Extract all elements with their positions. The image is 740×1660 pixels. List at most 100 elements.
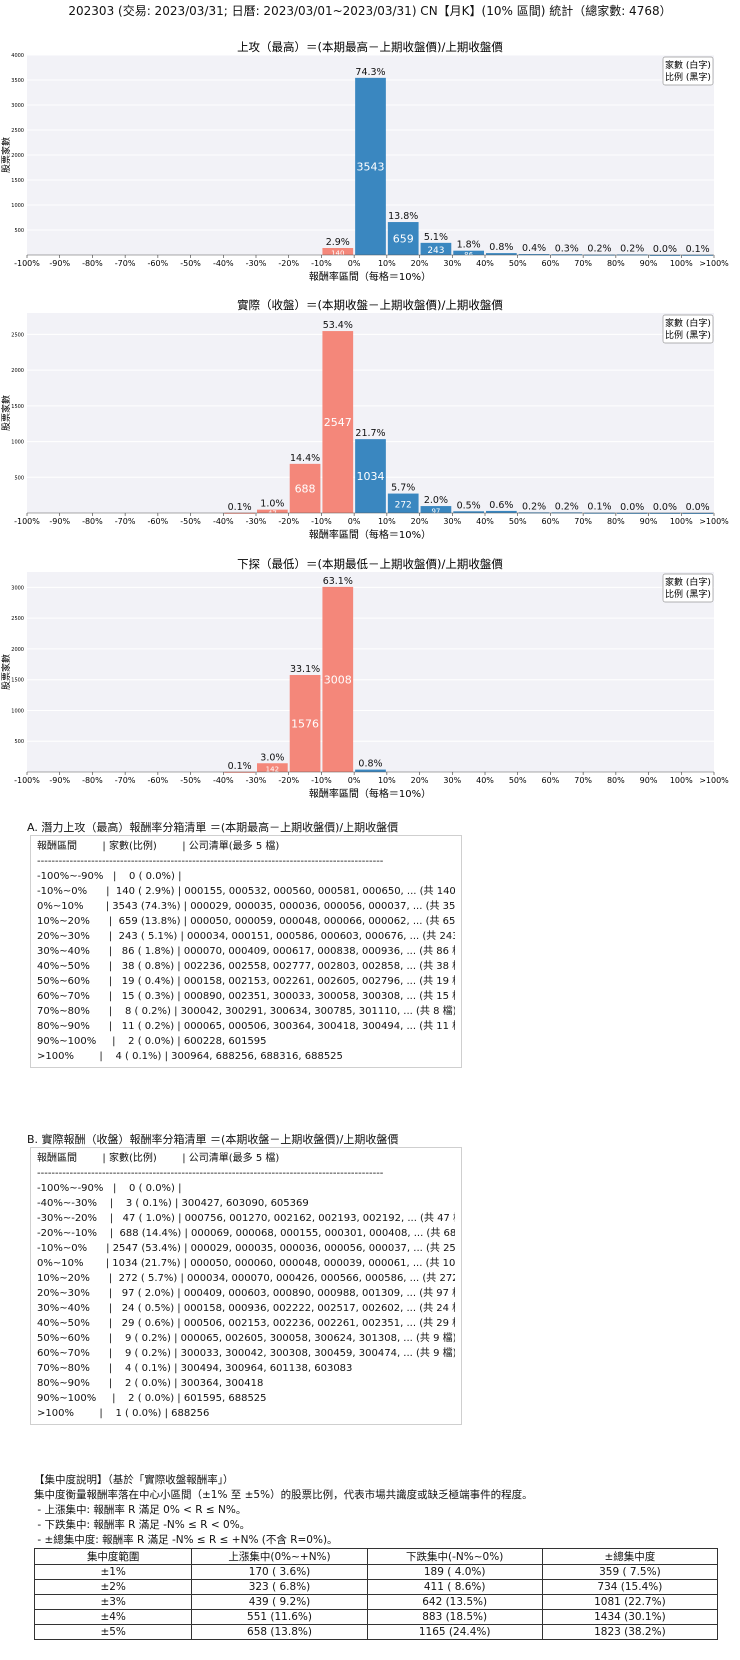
- y-tick-label: 3000: [11, 103, 24, 109]
- list-line: 40%~50% | 38 ( 0.8%) | 002236, 002558, 0…: [37, 961, 455, 972]
- table-cell: 1165 (24.4%): [366, 1624, 543, 1640]
- x-tick-label: -10%: [311, 517, 332, 526]
- table-cell: 734 (15.4%): [541, 1579, 719, 1595]
- bar: [453, 250, 484, 255]
- x-tick-label: -20%: [278, 517, 299, 526]
- bar: [387, 222, 419, 255]
- bar: [257, 509, 288, 513]
- bar-pct-label: 33.1%: [290, 664, 320, 675]
- bar: [649, 512, 681, 514]
- list-line: 報酬區間 | 家數(比例) | 公司清單(最多 5 檔): [37, 841, 280, 852]
- y-tick-label: 1000: [11, 203, 24, 209]
- y-tick-label: 2000: [11, 647, 24, 653]
- bar-count-label: 3008: [324, 673, 352, 686]
- y-tick-label: 1000: [11, 708, 24, 714]
- bar-pct-label: 0.0%: [620, 502, 644, 513]
- x-tick-label: 60%: [542, 517, 560, 526]
- bar-pct-label: 1.8%: [457, 240, 481, 251]
- x-tick-label: 50%: [509, 776, 527, 785]
- x-tick-label: 50%: [509, 259, 527, 268]
- y-tick-label: 1500: [11, 678, 24, 684]
- x-tick-label: 10%: [378, 517, 396, 526]
- x-tick-label: -80%: [82, 776, 103, 785]
- table-cell: ±2%: [33, 1579, 193, 1595]
- bar-count-label: 47: [268, 509, 277, 517]
- bar-count-label: 97: [431, 508, 440, 516]
- y-tick-label: 500: [14, 739, 24, 745]
- bar-count-label: 243: [427, 246, 444, 256]
- bar-pct-label: 0.1%: [686, 244, 710, 255]
- bar: [355, 77, 386, 255]
- bar-pct-label: 63.1%: [323, 576, 353, 587]
- x-tick-label: 30%: [443, 776, 461, 785]
- list-line: 報酬區間 | 家數(比例) | 公司清單(最多 5 檔): [37, 1153, 280, 1164]
- x-tick-label: -90%: [49, 776, 70, 785]
- list-line: 20%~30% | 97 ( 2.0%) | 000409, 000603, 0…: [37, 1288, 455, 1299]
- y-tick-label: 2500: [11, 332, 24, 338]
- list-line: ----------------------------------------…: [37, 856, 384, 867]
- table-row: ±1% 170 ( 3.6%) 189 ( 4.0%) 359 ( 7.5%): [33, 1564, 719, 1580]
- x-tick-label: 20%: [411, 517, 429, 526]
- x-tick-label: -60%: [148, 259, 169, 268]
- x-tick-label: 90%: [640, 517, 658, 526]
- x-tick-label: -30%: [246, 776, 267, 785]
- x-axis-label: 報酬率區間（每格＝10%）: [309, 270, 431, 283]
- list-line: -10%~0% | 140 ( 2.9%) | 000155, 000532, …: [37, 886, 455, 897]
- y-tick-label: 2000: [11, 368, 24, 374]
- x-tick-label: 100%: [670, 517, 693, 526]
- y-tick-label: 500: [14, 228, 24, 234]
- y-axis-label: 股票家數: [0, 395, 12, 431]
- table-cell: 359 ( 7.5%): [541, 1564, 719, 1580]
- x-tick-label: 0%: [348, 259, 361, 268]
- x-tick-label: 80%: [607, 259, 625, 268]
- table-cell: 411 ( 8.6%): [366, 1579, 543, 1595]
- bar-count-label: 272: [395, 500, 412, 510]
- list-line: 30%~40% | 24 ( 0.5%) | 000158, 000936, 0…: [37, 1303, 455, 1314]
- x-tick-label: 70%: [574, 259, 592, 268]
- list-line: 50%~60% | 9 ( 0.2%) | 000065, 002605, 30…: [37, 1333, 455, 1344]
- x-tick-label: 60%: [542, 776, 560, 785]
- list-line: 70%~80% | 8 ( 0.2%) | 300042, 300291, 30…: [37, 1006, 455, 1017]
- x-tick-label: -70%: [115, 776, 136, 785]
- x-tick-label: 100%: [670, 776, 693, 785]
- x-tick-label: -40%: [213, 259, 234, 268]
- list-line: 60%~70% | 15 ( 0.3%) | 000890, 002351, 3…: [37, 991, 455, 1002]
- bar: [616, 512, 648, 514]
- y-tick-label: 1500: [11, 404, 24, 410]
- x-tick-label: >100%: [699, 517, 729, 526]
- x-tick-label: -50%: [180, 517, 201, 526]
- x-tick-label: -20%: [278, 259, 299, 268]
- bar: [257, 763, 288, 772]
- bar-pct-label: 0.2%: [555, 501, 579, 512]
- x-tick-label: 80%: [607, 517, 625, 526]
- list-b-title: B. 實際報酬（收盤）報酬率分箱清單 ＝(本期收盤－上期收盤價)/上期收盤價: [27, 1133, 399, 1146]
- bar-pct-label: 2.0%: [424, 495, 448, 506]
- bar: [453, 511, 484, 513]
- y-tick-label: 2500: [11, 616, 24, 622]
- x-tick-label: -30%: [246, 259, 267, 268]
- x-tick-label: 20%: [411, 259, 429, 268]
- bar-pct-label: 53.4%: [323, 320, 353, 331]
- x-tick-label: -60%: [148, 776, 169, 785]
- bar-count-label: 659: [393, 233, 414, 246]
- bar-pct-label: 1.0%: [260, 499, 284, 510]
- y-tick-label: 3000: [11, 585, 24, 591]
- concentration-heading: 【集中度說明】（基於「實際收盤報酬率」）: [34, 1474, 234, 1486]
- bar: [322, 586, 354, 772]
- x-tick-label: 70%: [574, 517, 592, 526]
- table-cell: ±4%: [33, 1609, 193, 1625]
- bar-pct-label: 0.2%: [522, 501, 546, 512]
- y-tick-label: 1500: [11, 178, 24, 184]
- bar: [387, 493, 419, 513]
- x-tick-label: 40%: [476, 776, 494, 785]
- x-axis-label: 報酬率區間（每格＝10%）: [309, 528, 431, 541]
- list-a-box: 報酬區間 | 家數(比例) | 公司清單(最多 5 檔) ------------…: [30, 835, 462, 1068]
- legend-entry: 家數 (白字): [665, 576, 711, 588]
- table-header-cell: 上漲集中(0%~+N%): [191, 1548, 368, 1565]
- x-tick-label: -90%: [49, 517, 70, 526]
- x-tick-label: 60%: [542, 259, 560, 268]
- table-cell: 439 ( 9.2%): [191, 1594, 368, 1610]
- list-line: >100% | 4 ( 0.1%) | 300964, 688256, 6883…: [37, 1051, 343, 1062]
- concentration-note: - ±總集中度: 報酬率 R 滿足 -N% ≤ R ≤ +N% (不含 R=0%…: [34, 1534, 338, 1546]
- bar-pct-label: 0.3%: [555, 243, 579, 254]
